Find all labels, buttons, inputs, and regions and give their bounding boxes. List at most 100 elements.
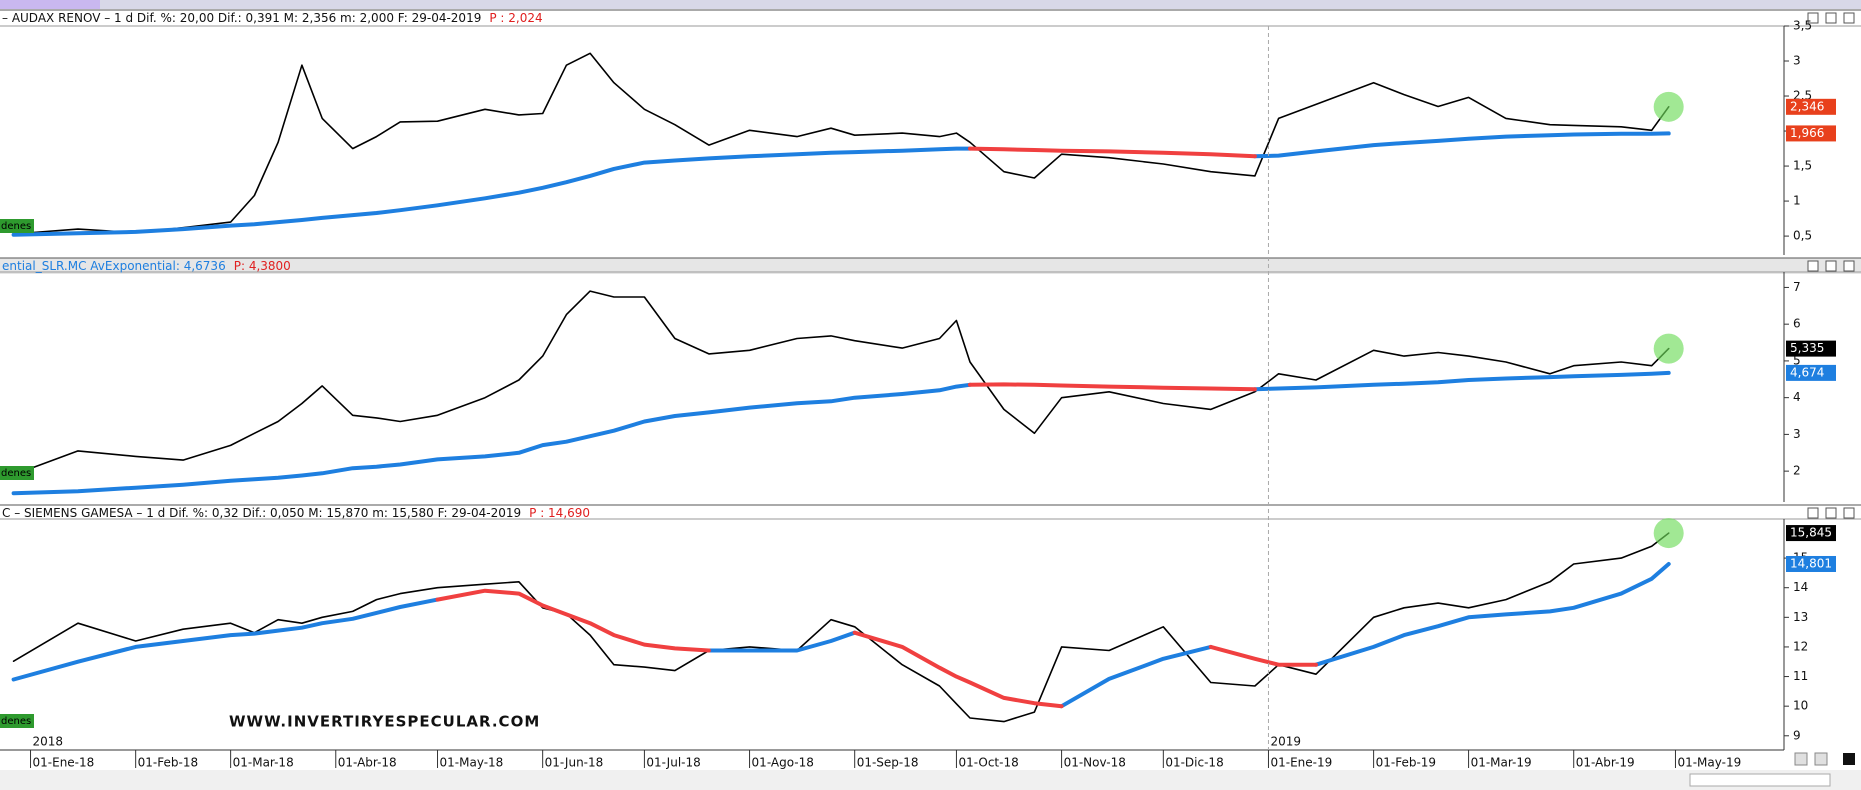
average-line [11,562,1671,709]
toolbar-button[interactable] [1794,752,1808,766]
y-tick-label: 9 [1793,728,1801,742]
watermark: WWW.INVERTIRYESPECULAR.COM [229,713,540,731]
panel-header-text: C – SIEMENS GAMESA – 1 d Dif. %: 0,32 Di… [2,506,590,520]
panel-header-text: ential_SLR.MC AvExponential: 4,6736 P: 4,… [2,259,291,273]
y-tick-label: 3,5 [1793,19,1812,33]
average-line [11,131,1671,237]
y-tick-label: 3 [1793,427,1801,441]
x-tick-label: 01-Feb-19 [1376,756,1436,770]
last-value-box [1786,125,1836,142]
last-value-label: 4,674 [1790,365,1824,379]
x-tick-label: 01-Mar-19 [1471,756,1532,770]
x-tick-label: 01-Sep-18 [857,756,919,770]
header-label: C – SIEMENS GAMESA – 1 d Dif. %: 0,32 Di… [2,506,521,520]
window-button [1825,260,1837,272]
y-tick-label: 10 [1793,699,1808,713]
window-button [1807,507,1819,519]
toolbar-button[interactable] [1814,752,1828,766]
order-tag [0,714,34,728]
y-tick-label: 1 [1793,194,1801,208]
toolbar-button[interactable] [1843,753,1855,765]
x-tick-label: 01-Jul-18 [646,756,700,770]
x-tick-label: 01-Abr-19 [1576,756,1635,770]
panel-header [0,258,1861,274]
header-price: P: 4,3800 [234,259,291,273]
y-tick-label: 3 [1793,54,1801,68]
y-tick-label: 4 [1793,390,1801,404]
year-label: 2019 [1270,735,1301,749]
last-value-box [1786,525,1836,542]
last-value-label: 1,966 [1790,126,1824,140]
last-value-box [1786,364,1836,381]
last-value-box [1786,340,1836,357]
last-value-label: 2,346 [1790,99,1824,113]
x-tick-label: 01-Abr-18 [338,756,397,770]
x-tick-label: 01-May-19 [1677,756,1741,770]
window-button [1843,12,1855,24]
window-button [1825,507,1837,519]
y-tick-label: 12 [1793,639,1808,653]
x-tick-label: 01-Ene-18 [33,756,95,770]
header-label: ential_SLR.MC AvExponential: 4,6736 [2,259,226,273]
price-line [12,290,1670,476]
order-tag-label: denes [1,716,31,727]
window-button [1843,260,1855,272]
order-tag [0,219,34,233]
panel-header [0,505,1861,521]
last-price-highlight [1653,91,1684,122]
x-tick-label: 01-Feb-18 [138,756,198,770]
price-line [12,52,1670,235]
x-tick-label: 01-May-18 [440,756,504,770]
window-button [1825,12,1837,24]
x-tick-label: 01-Dic-18 [1165,756,1223,770]
order-tag-label: denes [1,468,31,479]
last-value-label: 15,845 [1790,526,1832,540]
last-value-box [1786,555,1836,572]
header-label: – AUDAX RENOV – 1 d Dif. %: 20,00 Dif.: … [2,11,481,25]
plot-area [11,52,1671,237]
order-tag-label: denes [1,221,31,232]
order-tag [0,466,34,480]
y-tick-label: 0,5 [1793,229,1812,243]
price-line [12,532,1670,723]
header-price: P : 14,690 [529,506,590,520]
y-tick-label: 2 [1793,464,1801,478]
y-tick-label: 1,5 [1793,159,1812,173]
last-value-box [1786,98,1836,115]
tab[interactable] [0,0,100,9]
x-tick-label: 01-Ene-19 [1270,756,1332,770]
panel-header [0,10,1861,26]
y-tick-label: 6 [1793,317,1801,331]
x-tick-label: 01-Oct-18 [958,756,1018,770]
y-tick-label: 14 [1793,580,1808,594]
y-tick-label: 13 [1793,610,1808,624]
y-tick-label: 5 [1793,353,1801,367]
header-price: P : 2,024 [489,11,542,25]
x-tick-label: 01-Mar-18 [233,756,294,770]
plot-area [11,532,1671,723]
window-button [1843,507,1855,519]
average-line [968,146,1257,159]
average-line [968,382,1257,392]
x-tick-label: 01-Nov-18 [1064,756,1126,770]
last-value-label: 5,335 [1790,341,1824,355]
last-price-highlight [1653,333,1684,364]
scroll-area [0,770,1861,790]
y-tick-label: 11 [1793,669,1808,683]
panel-header-text: – AUDAX RENOV – 1 d Dif. %: 20,00 Dif.: … [2,11,543,25]
average-line [435,588,1318,709]
scrollbar[interactable] [1689,773,1831,787]
x-tick-label: 01-Jun-18 [545,756,604,770]
plot-area [11,290,1671,496]
average-line [11,370,1671,496]
x-tick-label: 01-Ago-18 [752,756,814,770]
last-value-label: 14,801 [1790,556,1832,570]
y-tick-label: 7 [1793,280,1801,294]
window-button [1807,12,1819,24]
window-button [1807,260,1819,272]
top-strip [0,0,1861,9]
last-price-highlight [1653,518,1684,549]
